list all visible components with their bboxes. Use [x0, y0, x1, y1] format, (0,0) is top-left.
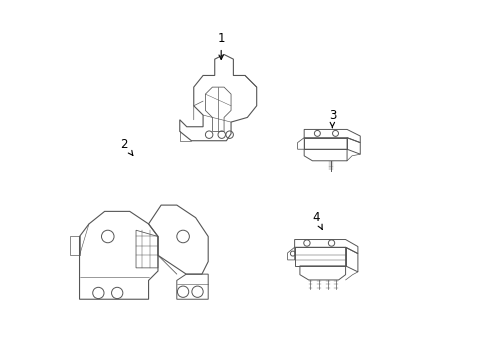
Text: 3: 3: [328, 109, 335, 127]
Text: 4: 4: [312, 211, 322, 230]
Text: 2: 2: [121, 138, 133, 156]
Text: 1: 1: [217, 32, 224, 59]
